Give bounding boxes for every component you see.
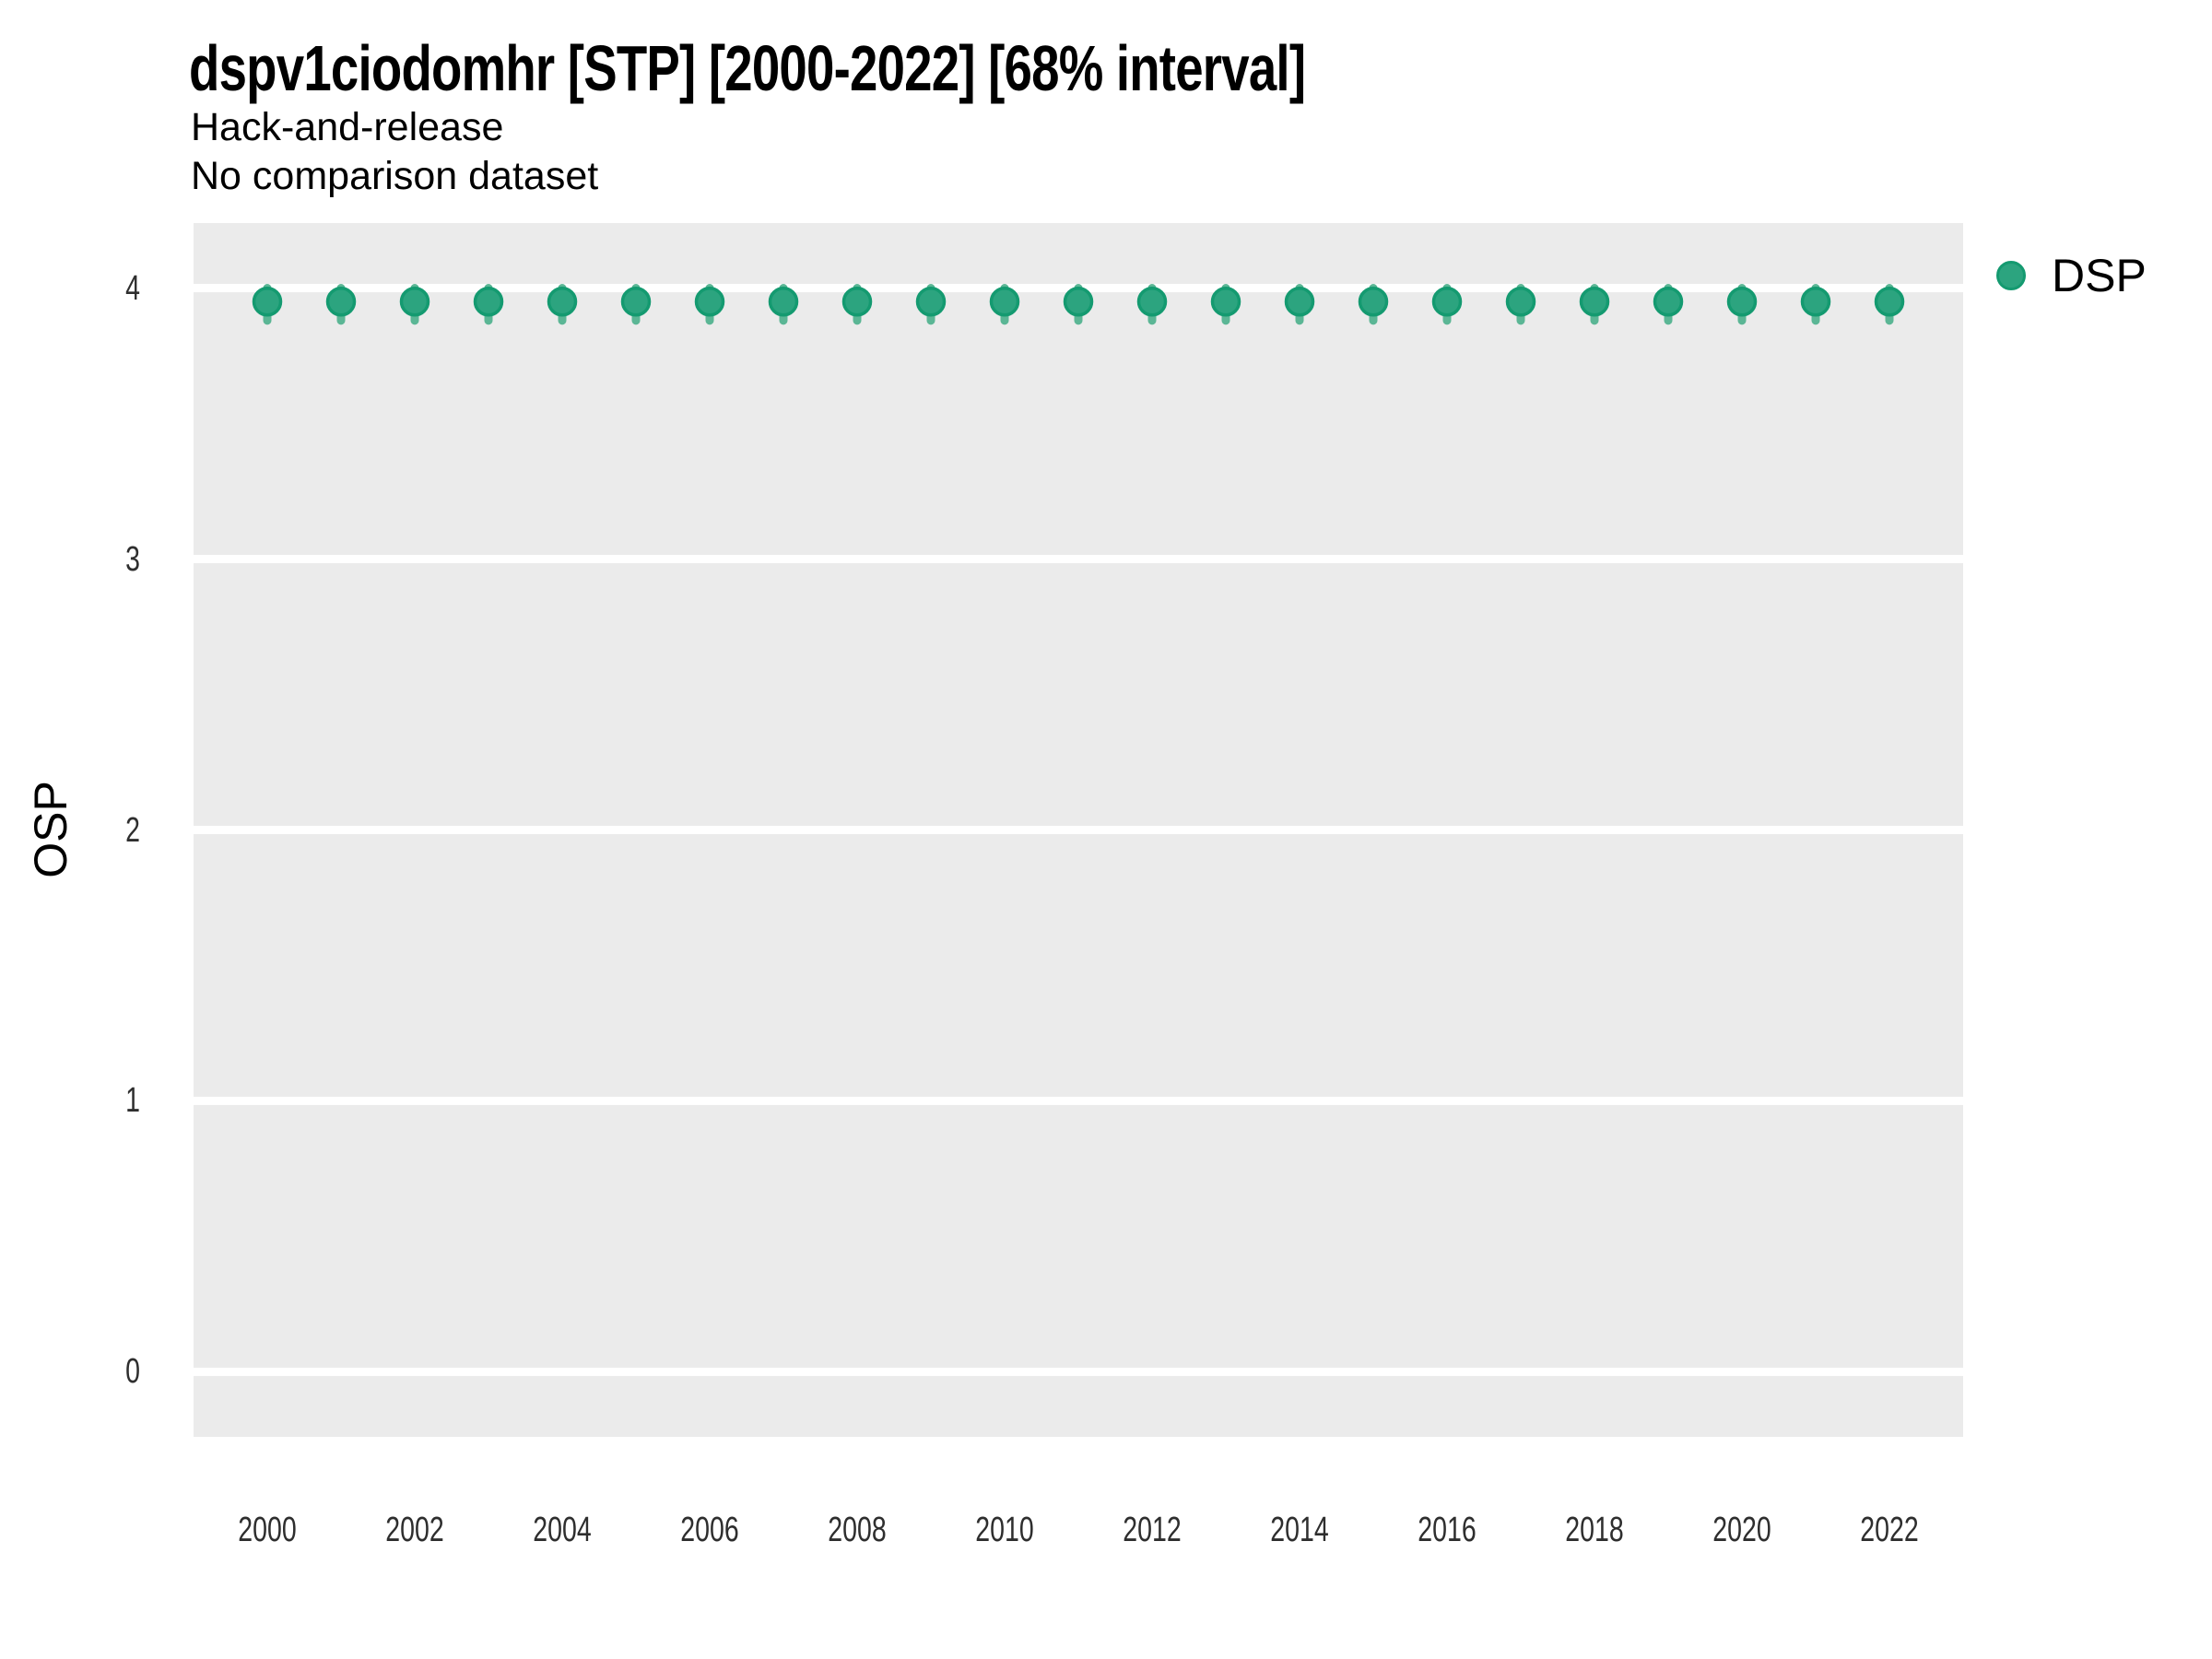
x-tick-label-2002: 2002 [385, 1511, 444, 1549]
point-DSP-2002 [399, 287, 430, 317]
y-tick-label-1: 1 [125, 1081, 140, 1121]
point-DSP-2013 [1210, 287, 1241, 317]
x-tick-label-2022: 2022 [1860, 1511, 1919, 1549]
x-tick-label-2008: 2008 [828, 1511, 887, 1549]
x-tick-label-2020: 2020 [1712, 1511, 1771, 1549]
chart-note: No comparison dataset [191, 154, 599, 198]
point-DSP-2010 [989, 287, 1020, 317]
point-DSP-2004 [547, 287, 578, 317]
point-DSP-2012 [1136, 287, 1168, 317]
x-tick-label-2012: 2012 [1123, 1511, 1182, 1549]
plot-panel [194, 223, 1963, 1437]
plot-area-svg [194, 284, 1963, 1376]
chart-subtitle: Hack-and-release [191, 105, 504, 149]
gridline-y-2 [194, 826, 1963, 834]
point-DSP-2021 [1800, 287, 1831, 317]
point-DSP-2018 [1579, 287, 1610, 317]
y-tick-label-0: 0 [125, 1352, 140, 1392]
chart-title: dspv1ciodomhr [STP] [2000-2022] [68% int… [189, 32, 1306, 104]
legend-label: DSP [2052, 250, 2147, 301]
chart-subtitle-block: Hack-and-release No comparison dataset [191, 103, 598, 201]
point-DSP-2011 [1063, 287, 1094, 317]
chart-title-row: dspv1ciodomhr [STP] [2000-2022] [68% int… [189, 35, 1620, 101]
x-tick-label-2000: 2000 [238, 1511, 297, 1549]
point-DSP-2019 [1653, 287, 1684, 317]
point-DSP-2005 [620, 287, 652, 317]
point-DSP-2015 [1358, 287, 1389, 317]
point-DSP-2017 [1505, 287, 1536, 317]
point-DSP-2007 [768, 287, 799, 317]
point-DSP-2008 [841, 287, 873, 317]
gridline-y-0 [194, 1367, 1963, 1376]
x-tick-label-2006: 2006 [680, 1511, 739, 1549]
point-DSP-2016 [1431, 287, 1463, 317]
point-DSP-2006 [694, 287, 725, 317]
x-tick-label-2018: 2018 [1565, 1511, 1624, 1549]
x-tick-label-2016: 2016 [1418, 1511, 1477, 1549]
y-tick-label-4: 4 [125, 268, 140, 308]
gridline-y-1 [194, 1096, 1963, 1105]
y-tick-label-2: 2 [125, 810, 140, 850]
gridline-y-3 [194, 555, 1963, 564]
point-DSP-2000 [252, 287, 283, 317]
x-tick-label-2004: 2004 [533, 1511, 592, 1549]
x-tick-label-2014: 2014 [1270, 1511, 1329, 1549]
x-tick-label-2010: 2010 [975, 1511, 1034, 1549]
legend-point-icon [1996, 261, 2026, 290]
point-DSP-2003 [473, 287, 504, 317]
point-DSP-2001 [325, 287, 357, 317]
point-DSP-2009 [915, 287, 947, 317]
point-DSP-2014 [1284, 287, 1315, 317]
point-DSP-2020 [1726, 287, 1758, 317]
y-tick-label-3: 3 [125, 539, 140, 579]
point-DSP-2022 [1874, 287, 1905, 317]
